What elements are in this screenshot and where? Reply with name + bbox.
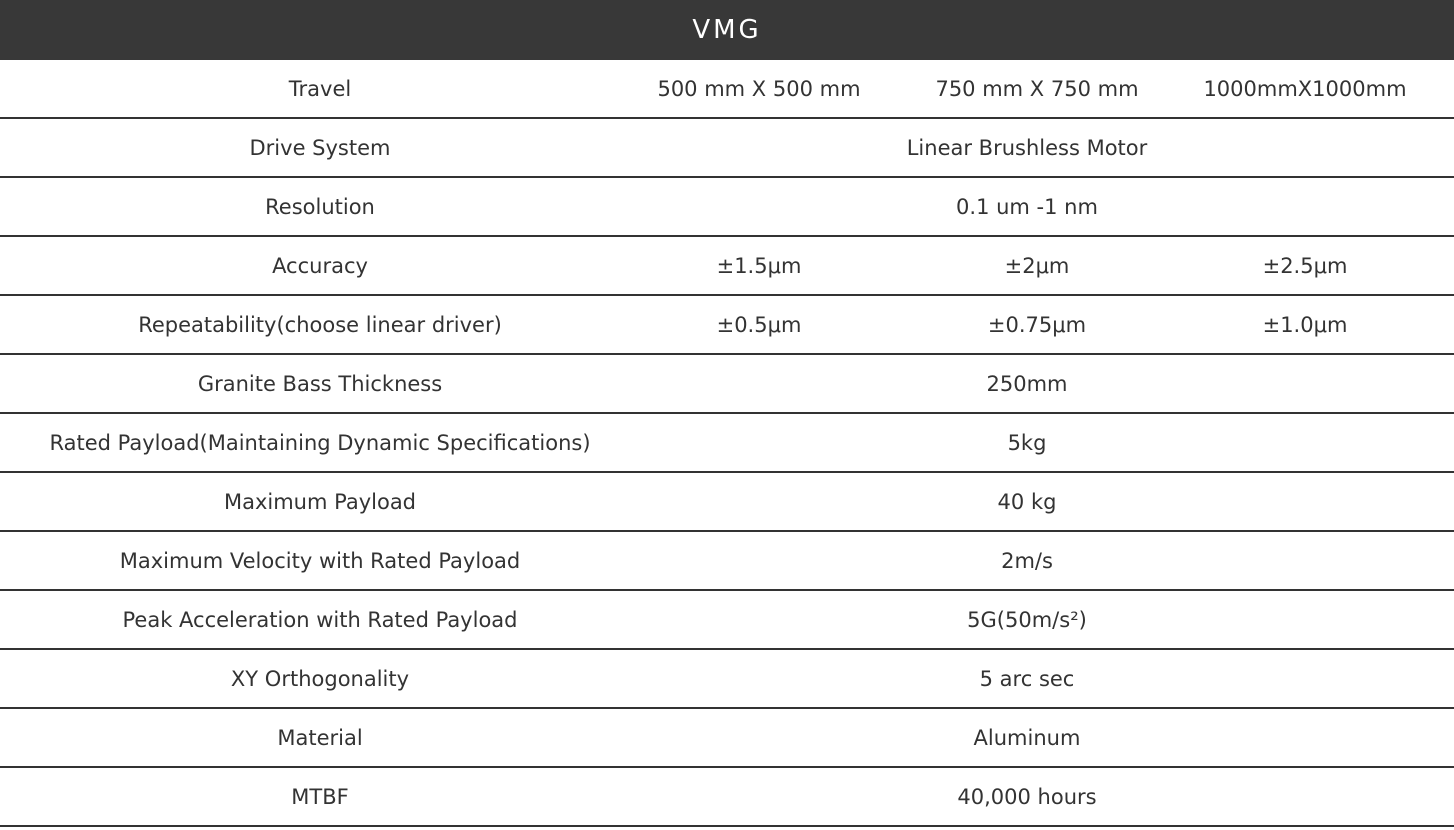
spec-label: Drive System <box>0 118 620 178</box>
spec-value: Linear Brushless Motor <box>620 118 1454 178</box>
spec-value: 40 kg <box>620 472 1454 532</box>
table-row: Maximum Velocity with Rated Payload 2m/s <box>0 531 1454 591</box>
spec-table: Travel 500 mm X 500 mm 750 mm X 750 mm 1000… <box>0 60 1454 827</box>
spec-label: Material <box>0 708 620 768</box>
spec-label: Granite Bass Thickness <box>0 354 620 414</box>
table-row: Maximum Payload 40 kg <box>0 472 1454 532</box>
spec-value: 5 arc sec <box>620 649 1454 709</box>
table-row: MTBF 40,000 hours <box>0 767 1454 827</box>
spec-label: XY Orthogonality <box>0 649 620 709</box>
table-row: Accuracy ±1.5μm ±2μm ±2.5μm <box>0 236 1454 296</box>
table-row: Peak Acceleration with Rated Payload 5G(5… <box>0 590 1454 650</box>
spec-label: Rated Payload(Maintaining Dynamic Specif… <box>0 413 620 473</box>
spec-label: Maximum Payload <box>0 472 620 532</box>
spec-value: 250mm <box>620 354 1454 414</box>
spec-value: 500 mm X 500 mm <box>620 60 898 119</box>
spec-value: Aluminum <box>620 708 1454 768</box>
table-row: Repeatability(choose linear driver) ±0.5μ… <box>0 295 1454 355</box>
spec-value: 0.1 um -1 nm <box>620 177 1454 237</box>
spec-value: ±0.5μm <box>620 295 898 355</box>
table-row: Drive System Linear Brushless Motor <box>0 118 1454 178</box>
spec-label: Travel <box>0 60 620 119</box>
spec-value: 40,000 hours <box>620 767 1454 827</box>
spec-value: 2m/s <box>620 531 1454 591</box>
table-row: XY Orthogonality 5 arc sec <box>0 649 1454 709</box>
spec-value: ±1.0μm <box>1176 295 1454 355</box>
spec-label: MTBF <box>0 767 620 827</box>
table-row: Granite Bass Thickness 250mm <box>0 354 1454 414</box>
spec-value: ±2μm <box>898 236 1176 296</box>
table-row: Material Aluminum <box>0 708 1454 768</box>
spec-value: ±2.5μm <box>1176 236 1454 296</box>
table-body: Travel 500 mm X 500 mm 750 mm X 750 mm 1000… <box>0 60 1454 827</box>
spec-value: 5kg <box>620 413 1454 473</box>
spec-label: Accuracy <box>0 236 620 296</box>
spec-label: Resolution <box>0 177 620 237</box>
spec-label: Repeatability(choose linear driver) <box>0 295 620 355</box>
spec-label: Maximum Velocity with Rated Payload <box>0 531 620 591</box>
spec-label: Peak Acceleration with Rated Payload <box>0 590 620 650</box>
table-row: Resolution 0.1 um -1 nm <box>0 177 1454 237</box>
spec-value: ±1.5μm <box>620 236 898 296</box>
table-row: Rated Payload(Maintaining Dynamic Specif… <box>0 413 1454 473</box>
header-title: VMG <box>0 0 1454 60</box>
table-row: Travel 500 mm X 500 mm 750 mm X 750 mm 1000… <box>0 60 1454 119</box>
spec-value: 5G(50m/s²) <box>620 590 1454 650</box>
spec-value: 1000mmX1000mm <box>1176 60 1454 119</box>
spec-value: 750 mm X 750 mm <box>898 60 1176 119</box>
spec-value: ±0.75μm <box>898 295 1176 355</box>
